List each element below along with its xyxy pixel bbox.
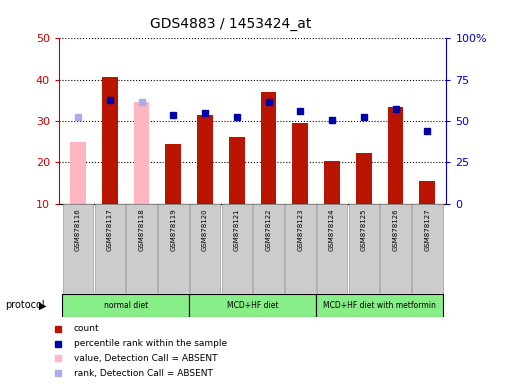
Text: percentile rank within the sample: percentile rank within the sample — [74, 339, 227, 348]
Bar — [63, 204, 93, 294]
Text: ▶: ▶ — [38, 300, 46, 310]
Bar — [348, 204, 379, 294]
Bar — [388, 106, 403, 204]
Bar — [419, 181, 435, 204]
Bar — [190, 204, 220, 294]
Bar — [126, 204, 157, 294]
Text: count: count — [74, 324, 100, 333]
Text: rank, Detection Call = ABSENT: rank, Detection Call = ABSENT — [74, 369, 213, 378]
Bar — [324, 161, 340, 204]
Bar — [197, 115, 213, 204]
Bar — [165, 144, 181, 204]
Bar — [158, 204, 188, 294]
Text: GSM878126: GSM878126 — [392, 208, 399, 251]
Bar — [356, 153, 372, 204]
Bar — [133, 103, 149, 204]
Bar — [285, 204, 315, 294]
Bar — [102, 77, 117, 204]
Bar — [412, 204, 443, 294]
Text: GSM878118: GSM878118 — [139, 208, 145, 251]
Bar — [229, 137, 245, 204]
Text: GSM878127: GSM878127 — [424, 208, 430, 251]
Text: value, Detection Call = ABSENT: value, Detection Call = ABSENT — [74, 354, 218, 363]
Text: GSM878122: GSM878122 — [266, 208, 271, 250]
Bar — [261, 92, 277, 204]
Bar — [253, 204, 284, 294]
Text: GSM878124: GSM878124 — [329, 208, 335, 250]
Bar — [94, 204, 125, 294]
Text: GDS4883 / 1453424_at: GDS4883 / 1453424_at — [150, 17, 311, 31]
Bar — [62, 294, 189, 317]
Bar — [222, 204, 252, 294]
Text: normal diet: normal diet — [104, 301, 148, 310]
Text: MCD+HF diet with metformin: MCD+HF diet with metformin — [323, 301, 436, 310]
Text: GSM878121: GSM878121 — [234, 208, 240, 251]
Bar — [316, 294, 443, 317]
Text: GSM878120: GSM878120 — [202, 208, 208, 251]
Bar — [317, 204, 347, 294]
Text: GSM878123: GSM878123 — [297, 208, 303, 251]
Text: GSM878119: GSM878119 — [170, 208, 176, 251]
Text: GSM878117: GSM878117 — [107, 208, 113, 251]
Text: GSM878125: GSM878125 — [361, 208, 367, 250]
Text: GSM878116: GSM878116 — [75, 208, 81, 251]
Bar — [70, 142, 86, 204]
Bar — [189, 294, 316, 317]
Bar — [380, 204, 411, 294]
Text: protocol: protocol — [5, 300, 45, 310]
Text: MCD+HF diet: MCD+HF diet — [227, 301, 279, 310]
Bar — [292, 123, 308, 204]
